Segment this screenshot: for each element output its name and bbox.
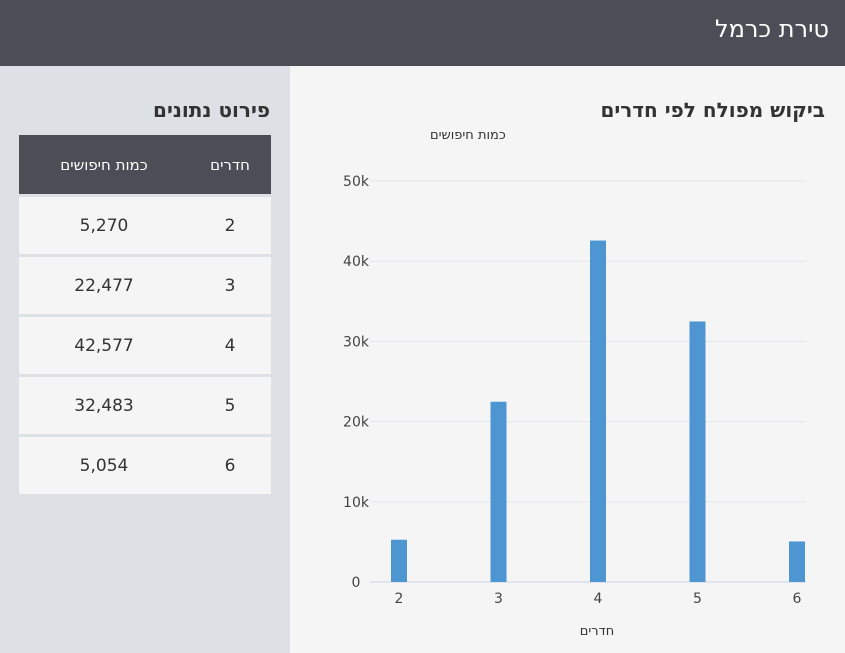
x-tick-label: 3	[494, 591, 503, 607]
y-axis-ticks: 0 10k 20k 30k 40k 50k	[343, 174, 370, 591]
bar-rooms-4	[590, 240, 606, 582]
x-tick-label: 2	[395, 591, 404, 607]
x-tick-label: 6	[793, 591, 802, 607]
x-axis-ticks: 2 3 4 5 6	[395, 591, 802, 607]
data-details-title: פירוט נתונים	[153, 98, 270, 122]
y-tick-label: 50k	[343, 174, 370, 190]
chart-panel: ביקוש מפולח לפי חדרים 0 10k 20k 30k 40k 50k 2…	[290, 66, 845, 653]
x-tick-label: 5	[693, 591, 702, 607]
x-axis-label: חדרים	[580, 624, 614, 639]
bar-rooms-2	[391, 539, 407, 582]
y-axis-label: כמות חיפושים	[430, 128, 506, 143]
column-header-rooms: חדרים	[210, 155, 250, 174]
table-row: 3 22,477	[19, 257, 271, 314]
table-row: 2 5,270	[19, 197, 271, 254]
cell-rooms: 5	[224, 395, 236, 416]
cell-searches: 42,577	[74, 335, 134, 356]
grid-lines	[370, 180, 806, 583]
table-header: חדרים כמות חיפושים	[19, 135, 271, 194]
cell-rooms: 4	[224, 335, 236, 356]
bar-rooms-6	[789, 541, 805, 582]
cell-searches: 32,483	[74, 395, 134, 416]
bars	[391, 240, 805, 582]
cell-searches: 5,054	[79, 455, 129, 476]
y-tick-label: 0	[352, 575, 361, 591]
table-row: 6 5,054	[19, 437, 271, 494]
cell-searches: 22,477	[74, 275, 134, 296]
chart-title: ביקוש מפולח לפי חדרים	[600, 98, 825, 122]
cell-searches: 5,270	[79, 215, 129, 236]
y-tick-label: 40k	[343, 254, 370, 270]
cell-rooms: 6	[224, 455, 236, 476]
data-table: חדרים כמות חיפושים 2 5,270 3 22,477 4 42…	[19, 135, 271, 494]
cell-rooms: 2	[224, 215, 236, 236]
bar-rooms-5	[689, 321, 706, 582]
app-title: טירת כרמל	[714, 15, 829, 43]
table-row: 5 32,483	[19, 377, 271, 434]
x-tick-label: 4	[594, 591, 603, 607]
column-header-searches: כמות חיפושים	[60, 155, 148, 174]
y-tick-label: 30k	[343, 334, 370, 350]
cell-rooms: 3	[224, 275, 236, 296]
bar-chart: 0 10k 20k 30k 40k 50k 2 3 4 5 6 כמות חיפושים חדרי…	[343, 128, 806, 639]
table-row: 4 42,577	[19, 317, 271, 374]
app-header: טירת כרמל	[0, 0, 845, 66]
bar-rooms-3	[490, 401, 507, 582]
y-tick-label: 20k	[343, 415, 370, 431]
y-tick-label: 10k	[343, 495, 370, 511]
